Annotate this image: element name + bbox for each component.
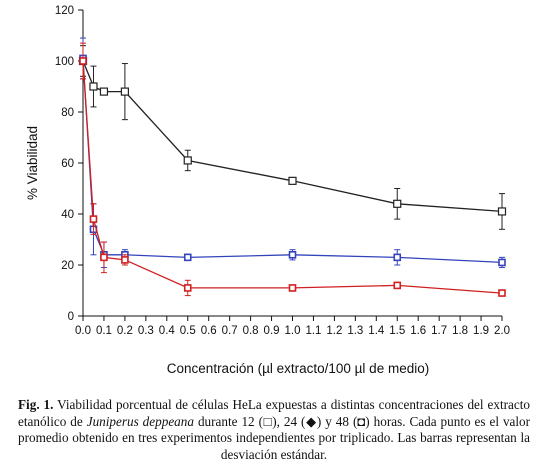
data-point <box>498 258 506 267</box>
x-tick-label: 1.0 <box>285 325 301 337</box>
y-tick-label: 40 <box>61 209 74 221</box>
series-2 <box>79 37 506 269</box>
data-point <box>89 215 98 223</box>
series-line <box>82 58 503 264</box>
x-tick-label: 1.8 <box>452 325 468 337</box>
caption-text-2: durante 12 (□), 24 (◆) y 48 (◘) horas. C… <box>18 413 531 462</box>
data-point <box>393 281 402 290</box>
x-tick-label: 0.8 <box>243 325 259 337</box>
x-tick-label: 0.6 <box>201 325 217 337</box>
x-tick-label: 1.7 <box>431 325 447 337</box>
data-point <box>288 176 297 185</box>
x-tick-label: 0.4 <box>159 325 176 337</box>
y-tick-label: 0 <box>68 311 74 323</box>
data-point <box>79 57 87 65</box>
series-line <box>82 60 503 294</box>
caption-species: Juniperus deppeana <box>86 413 194 429</box>
caption-label: Fig. 1. <box>18 397 54 412</box>
x-tick-label: 0.3 <box>138 325 154 337</box>
chart-axes: 0 20 40 60 80 100 120 0.0 0.1 0.2 0.3 0.4 0.5 0.6 0.7 0… <box>55 5 510 337</box>
x-tick-label: 0.2 <box>117 325 133 337</box>
series-line <box>82 60 503 213</box>
data-point <box>183 253 192 262</box>
x-tick-label: 1.9 <box>473 325 489 337</box>
y-tick-label: 100 <box>55 56 74 68</box>
caption-text-1: Viabilidad porcentual de células HeLa ex… <box>18 397 530 429</box>
x-tick-label: 1.5 <box>389 325 405 337</box>
viability-chart: 0 20 40 60 80 100 120 0.0 0.1 0.2 0.3 0.4 0.5 0.6 0.7 0… <box>25 5 510 376</box>
series-3 <box>79 42 506 297</box>
x-tick-label: 0.7 <box>222 325 238 337</box>
y-axis-label: % Viabilidad <box>25 126 40 200</box>
data-point <box>120 87 130 96</box>
series-1 <box>78 45 507 230</box>
data-point <box>183 284 192 292</box>
x-axis-label: Concentración (µl extracto/100 µl de med… <box>167 361 429 376</box>
x-tick-label: 1.1 <box>305 325 321 337</box>
x-tick-label: 0.9 <box>264 325 280 337</box>
data-point <box>393 253 402 262</box>
x-tick-label: 0.1 <box>96 325 112 337</box>
y-tick-label: 60 <box>61 158 74 170</box>
x-tick-label: 2.0 <box>494 325 510 337</box>
data-point <box>100 253 108 262</box>
data-point <box>121 256 129 264</box>
y-tick-label: 80 <box>61 107 74 119</box>
data-point <box>183 156 192 165</box>
x-tick-label: 1.2 <box>326 325 342 337</box>
x-tick-label: 1.6 <box>410 325 426 337</box>
figure-caption: Fig. 1. Viabilidad porcentual de células… <box>18 397 530 463</box>
data-point <box>498 289 506 297</box>
x-tick-label: 1.3 <box>347 325 363 337</box>
data-point <box>89 82 98 91</box>
data-point <box>393 199 402 208</box>
data-point <box>99 87 109 96</box>
x-tick-label: 0.5 <box>180 325 196 337</box>
y-tick-label: 20 <box>61 260 74 272</box>
x-tick-label: 0.0 <box>75 325 91 337</box>
data-point <box>288 284 297 292</box>
data-point <box>497 207 507 216</box>
x-tick-label: 1.4 <box>368 325 385 337</box>
chart-series <box>78 37 507 297</box>
data-point <box>288 251 297 259</box>
y-tick-label: 120 <box>55 5 74 17</box>
